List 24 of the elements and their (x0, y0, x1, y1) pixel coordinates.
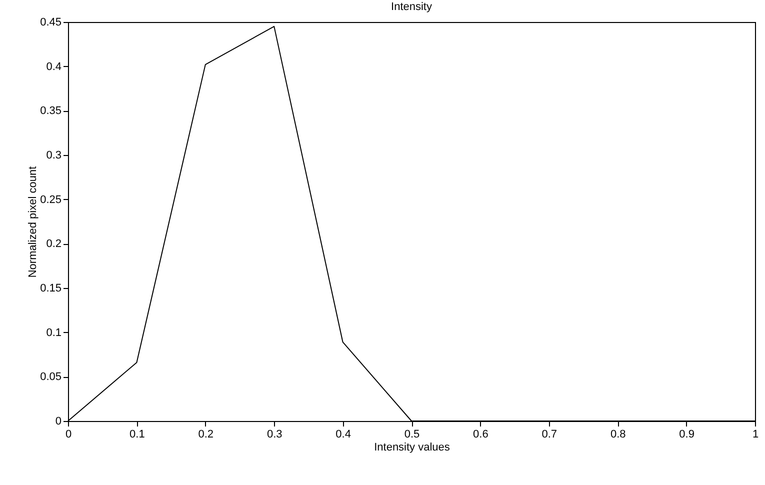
y-tick-label: 0.2 (46, 238, 62, 250)
x-tick-label: 0.4 (336, 428, 351, 440)
y-tick-label: 0.3 (46, 150, 62, 162)
y-tick-label: 0.25 (40, 194, 62, 206)
x-tick-label: 0.1 (130, 428, 145, 440)
x-tick-label: 1 (752, 428, 759, 440)
y-tick-label: 0 (55, 416, 62, 428)
x-tick-label: 0.7 (542, 428, 558, 440)
y-tick-label: 0.1 (46, 326, 62, 339)
y-tick-label: 0.4 (46, 60, 62, 73)
x-tick-label: 0.8 (610, 428, 626, 440)
x-tick-label: 0.9 (679, 428, 694, 440)
x-tick-label: 0.3 (266, 428, 282, 440)
x-tick-label: 0 (65, 428, 72, 440)
y-tick-label: 0.45 (40, 16, 62, 28)
y-tick-label: 0.35 (40, 105, 62, 118)
x-axis-title: Intensity values (374, 442, 450, 454)
x-tick-label: 0.6 (473, 428, 488, 440)
x-tick-label: 0.5 (404, 428, 420, 440)
x-tick-label: 0.2 (198, 428, 214, 440)
y-tick-label: 0.05 (40, 371, 62, 384)
y-axis-title: Normalized pixel count (27, 166, 40, 278)
y-tick-label: 0.15 (40, 282, 62, 294)
chart-title: Intensity (391, 1, 432, 13)
